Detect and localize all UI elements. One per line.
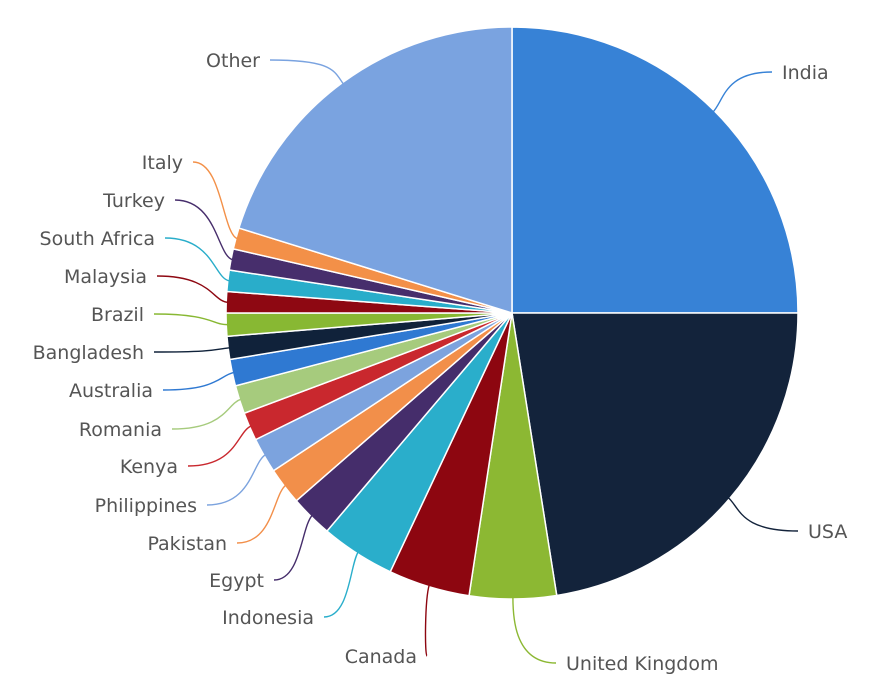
slice-india[interactable] xyxy=(511,26,799,314)
leader-line-philippines xyxy=(206,453,267,506)
pie-slices xyxy=(225,26,799,600)
leader-line-bangladesh xyxy=(153,347,231,353)
leader-line-malaysia xyxy=(156,275,229,303)
slice-label-malaysia: Malaysia xyxy=(64,266,147,288)
slice-label-united-kingdom: United Kingdom xyxy=(566,653,719,675)
slice-label-south-africa: South Africa xyxy=(40,228,155,250)
leader-line-united-kingdom xyxy=(512,596,557,664)
slice-label-canada: Canada xyxy=(345,646,417,668)
leader-line-turkey xyxy=(174,199,234,261)
slice-label-other: Other xyxy=(206,50,260,72)
leader-line-kenya xyxy=(187,425,252,467)
slice-label-philippines: Philippines xyxy=(95,495,197,517)
leader-line-indonesia xyxy=(323,551,359,618)
slice-label-romania: Romania xyxy=(79,419,162,441)
pie-leader-lines xyxy=(153,59,799,664)
leader-line-australia xyxy=(162,371,235,391)
pie-labels: India USA United Kingdom Canada Indonesia Egy… xyxy=(33,50,848,675)
slice-label-pakistan: Pakistan xyxy=(147,533,227,555)
slice-label-egypt: Egypt xyxy=(209,570,264,592)
slice-label-brazil: Brazil xyxy=(91,304,144,326)
leader-line-pakistan xyxy=(236,484,287,544)
leader-line-romania xyxy=(171,398,242,430)
slice-label-indonesia: Indonesia xyxy=(222,607,314,629)
leader-line-brazil xyxy=(153,313,229,326)
slice-label-australia: Australia xyxy=(69,380,153,402)
leader-line-usa xyxy=(727,496,799,532)
slice-label-usa: USA xyxy=(808,521,847,543)
leader-line-south-africa xyxy=(164,237,230,282)
slice-label-bangladesh: Bangladesh xyxy=(33,342,144,364)
leader-line-other xyxy=(269,59,345,85)
slice-usa[interactable] xyxy=(511,312,799,597)
leader-line-canada xyxy=(424,584,430,657)
leader-line-india xyxy=(712,71,773,113)
leader-line-italy xyxy=(192,161,239,240)
slice-label-india: India xyxy=(782,62,829,84)
slice-label-turkey: Turkey xyxy=(102,190,165,212)
leader-line-egypt xyxy=(273,514,313,581)
slice-label-kenya: Kenya xyxy=(120,456,178,478)
slice-label-italy: Italy xyxy=(142,152,183,174)
